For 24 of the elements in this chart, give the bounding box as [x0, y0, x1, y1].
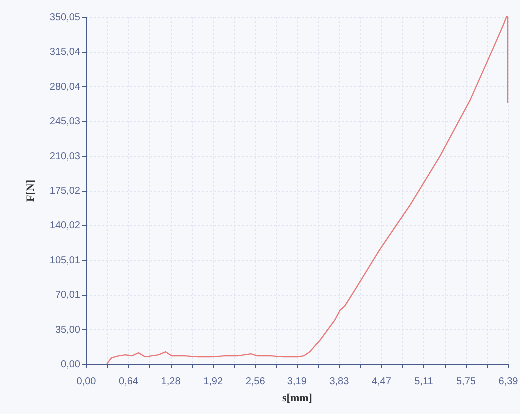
x-tick-label: 1,92	[204, 376, 224, 388]
x-tick-label: 0,64	[119, 376, 139, 388]
y-tick-label: 350,05	[50, 12, 81, 24]
x-tick-label: 5,11	[414, 376, 434, 388]
y-tick-label: 210,03	[50, 151, 81, 162]
x-axis-title: s[mm]	[282, 392, 312, 404]
y-tick-label: 280,04	[50, 82, 81, 93]
y-tick-label: 140,02	[50, 220, 81, 232]
y-tick-label: 315,04	[50, 47, 81, 58]
x-tick-label: 6,39	[498, 376, 519, 388]
y-tick-label: 35,00	[55, 324, 81, 336]
x-tick-label: 4,47	[372, 376, 392, 388]
x-tick-label: 3,83	[330, 376, 350, 388]
x-tick-label: 3,19	[287, 376, 308, 388]
y-tick-label: 70,01	[55, 290, 81, 302]
y-tick-label: 105,01	[50, 255, 81, 266]
y-tick-label: 175,02	[50, 186, 81, 198]
x-tick-label: 0,00	[76, 376, 97, 388]
x-tick-label: 5,75	[456, 376, 476, 388]
x-tick-label: 2,56	[246, 376, 266, 388]
y-axis-title: F[N]	[24, 180, 37, 202]
y-tick-label: 245,03	[50, 116, 81, 128]
y-tick-label: 0,00	[61, 360, 81, 370]
x-tick-label: 1,28	[161, 376, 182, 388]
